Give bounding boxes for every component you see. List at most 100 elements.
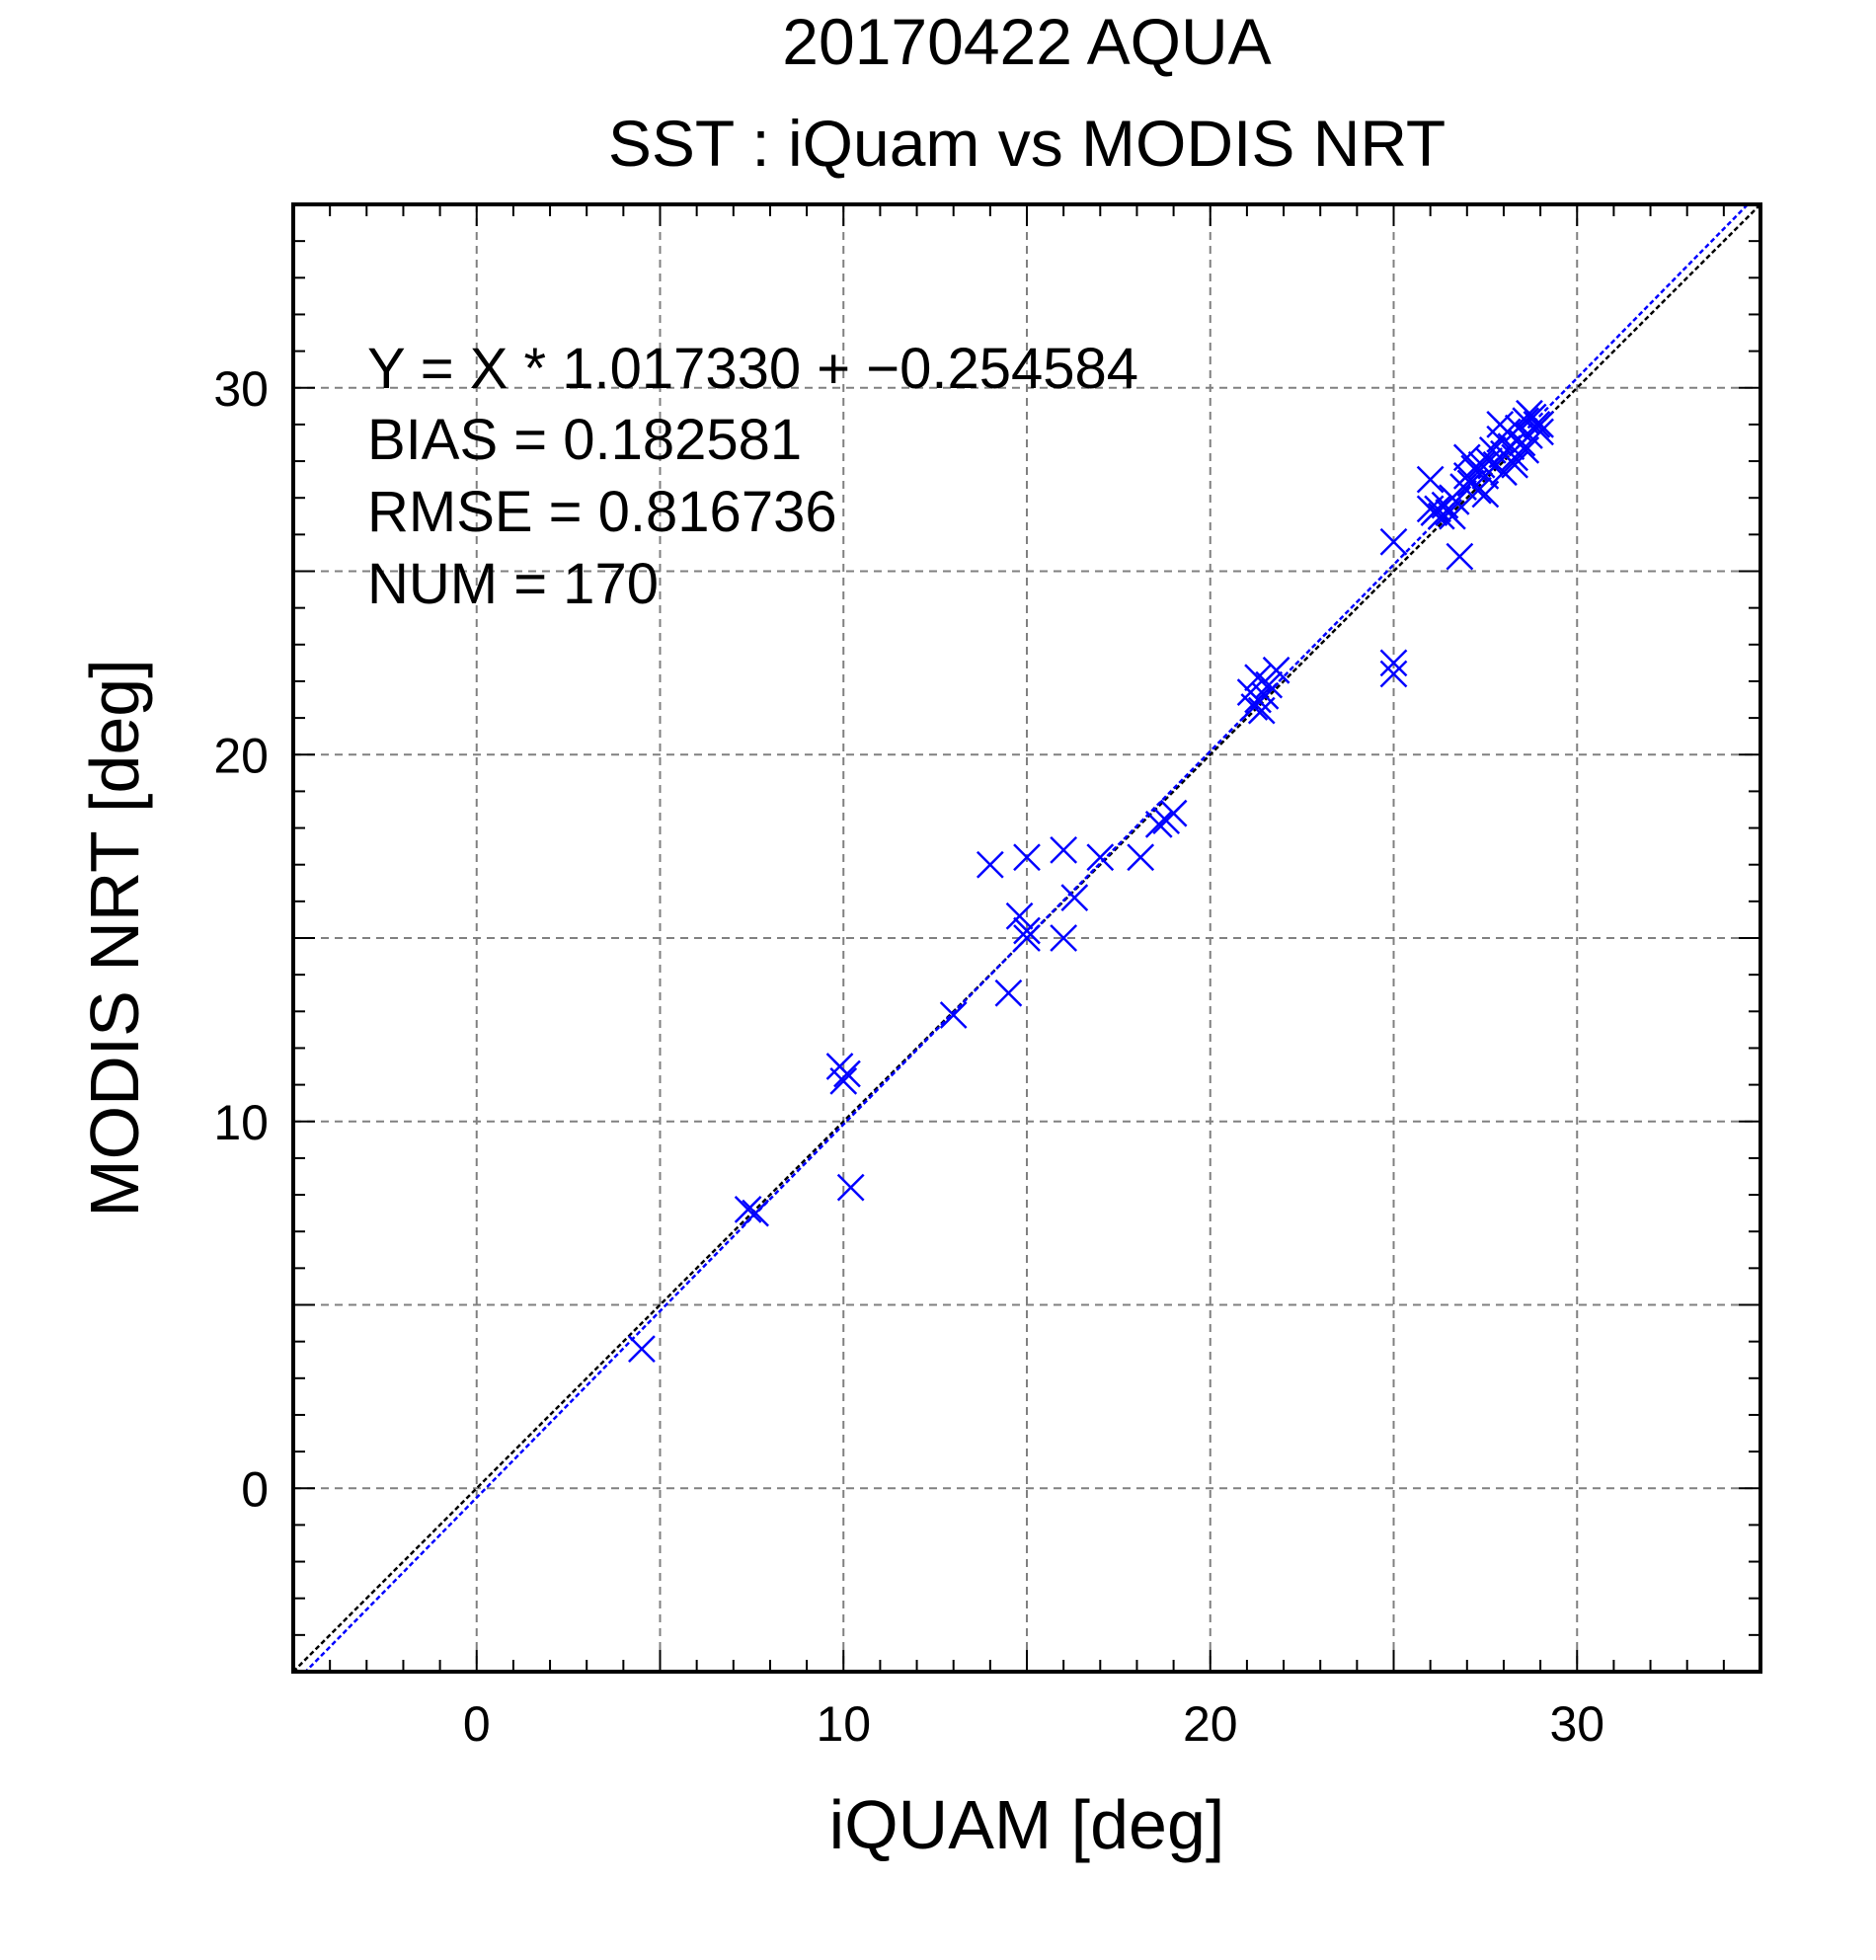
num-text: NUM = 170 xyxy=(367,552,659,616)
data-point xyxy=(1439,502,1466,530)
data-point-stroke xyxy=(1449,473,1477,501)
rmse-text: RMSE = 0.816736 xyxy=(367,480,837,544)
data-point-stroke xyxy=(1439,502,1466,530)
data-point xyxy=(836,1173,865,1202)
data-point xyxy=(1050,835,1078,864)
data-point xyxy=(1379,649,1408,677)
y-tick-label: 0 xyxy=(241,1461,269,1517)
data-point xyxy=(1475,447,1503,475)
data-point xyxy=(1526,418,1554,446)
data-point-stroke xyxy=(829,1067,858,1095)
data-point-stroke xyxy=(1452,443,1481,472)
data-point xyxy=(939,1001,968,1029)
data-point-stroke xyxy=(1244,685,1272,714)
data-point xyxy=(1013,924,1041,952)
data-point xyxy=(1005,902,1034,930)
data-point-stroke xyxy=(939,1001,968,1029)
data-point-stroke xyxy=(1416,465,1445,494)
tick-labels: 0 10 20 30 0 10 20 30 xyxy=(213,361,1604,1752)
data-point xyxy=(1127,843,1155,872)
x-tick-label: 0 xyxy=(463,1696,491,1752)
chart-title: 20170422 AQUA xyxy=(782,5,1271,78)
data-point xyxy=(994,979,1023,1007)
data-point xyxy=(1512,436,1540,464)
data-point-stroke xyxy=(976,850,1004,879)
data-point-stroke xyxy=(1379,527,1408,556)
data-point-stroke xyxy=(734,1196,762,1223)
data-point xyxy=(628,1335,656,1363)
data-point-stroke xyxy=(1486,411,1515,438)
data-point xyxy=(833,1059,861,1088)
y-axis-label: MODIS NRT [deg] xyxy=(76,659,153,1216)
data-point-stroke xyxy=(1475,447,1503,475)
data-point-stroke xyxy=(1013,916,1041,945)
data-point-stroke xyxy=(1526,418,1554,446)
x-axis-label: iQUAM [deg] xyxy=(829,1786,1225,1863)
data-point-stroke xyxy=(1446,542,1474,571)
data-point xyxy=(1086,843,1115,872)
data-point xyxy=(1013,916,1041,945)
data-point-stroke xyxy=(1013,843,1041,872)
data-point xyxy=(1424,495,1451,523)
data-point xyxy=(1501,450,1528,479)
data-point-stroke xyxy=(1467,450,1496,479)
chart-subtitle: SST : iQuam vs MODIS NRT xyxy=(608,107,1446,180)
data-point-stroke xyxy=(628,1335,656,1363)
data-point-stroke xyxy=(1379,660,1408,688)
data-point-stroke xyxy=(1501,450,1528,479)
data-point-stroke xyxy=(836,1173,865,1202)
data-point-stroke xyxy=(1144,810,1173,838)
plot-frame xyxy=(291,202,1762,1674)
data-point xyxy=(1379,527,1408,556)
data-point xyxy=(1446,542,1474,571)
bias-text: BIAS = 0.182581 xyxy=(367,408,802,472)
data-point xyxy=(1516,399,1543,428)
y-tick-label: 20 xyxy=(213,728,269,783)
x-tick-label: 30 xyxy=(1549,1696,1604,1752)
data-points xyxy=(628,399,1554,1363)
data-point-stroke xyxy=(1005,902,1034,930)
data-point xyxy=(1467,450,1496,479)
data-point xyxy=(742,1199,769,1227)
data-point-stroke xyxy=(1512,407,1540,435)
data-point-stroke xyxy=(1127,843,1155,872)
data-point-stroke xyxy=(1050,924,1078,952)
data-point-stroke xyxy=(1512,436,1540,464)
data-point-stroke xyxy=(1424,495,1451,523)
data-point-stroke xyxy=(1255,670,1284,699)
data-point-stroke xyxy=(1050,835,1078,864)
data-point xyxy=(1416,465,1445,494)
data-point-stroke xyxy=(1159,799,1188,827)
data-point xyxy=(1244,685,1272,714)
fit-equation-text: Y = X * 1.017330 + −0.254584 xyxy=(367,337,1138,401)
data-point-stroke xyxy=(994,979,1023,1007)
data-point xyxy=(976,850,1004,879)
data-point xyxy=(1013,843,1041,872)
data-point-stroke xyxy=(1379,649,1408,677)
data-point xyxy=(1471,480,1500,509)
data-point-stroke xyxy=(1464,476,1492,505)
data-point xyxy=(1159,799,1188,827)
data-point xyxy=(1262,656,1290,684)
x-tick-label: 20 xyxy=(1183,1696,1238,1752)
data-point xyxy=(1240,693,1269,721)
y-tick-label: 30 xyxy=(213,361,269,417)
data-point-stroke xyxy=(1523,411,1551,438)
data-point xyxy=(1060,884,1089,912)
data-point-stroke xyxy=(1086,843,1115,872)
x-tick-label: 10 xyxy=(816,1696,871,1752)
y-tick-label: 10 xyxy=(213,1095,269,1150)
data-point-stroke xyxy=(1471,480,1500,509)
data-point xyxy=(1050,924,1078,952)
data-point xyxy=(1144,810,1173,838)
data-point-stroke xyxy=(1244,664,1272,692)
data-point xyxy=(1379,660,1408,688)
data-point-stroke xyxy=(1262,656,1290,684)
data-point-stroke xyxy=(742,1199,769,1227)
data-point xyxy=(1255,670,1284,699)
data-point-stroke xyxy=(1516,399,1543,428)
data-point xyxy=(1486,411,1515,438)
data-point-stroke xyxy=(1060,884,1089,912)
data-point-stroke xyxy=(833,1059,861,1088)
